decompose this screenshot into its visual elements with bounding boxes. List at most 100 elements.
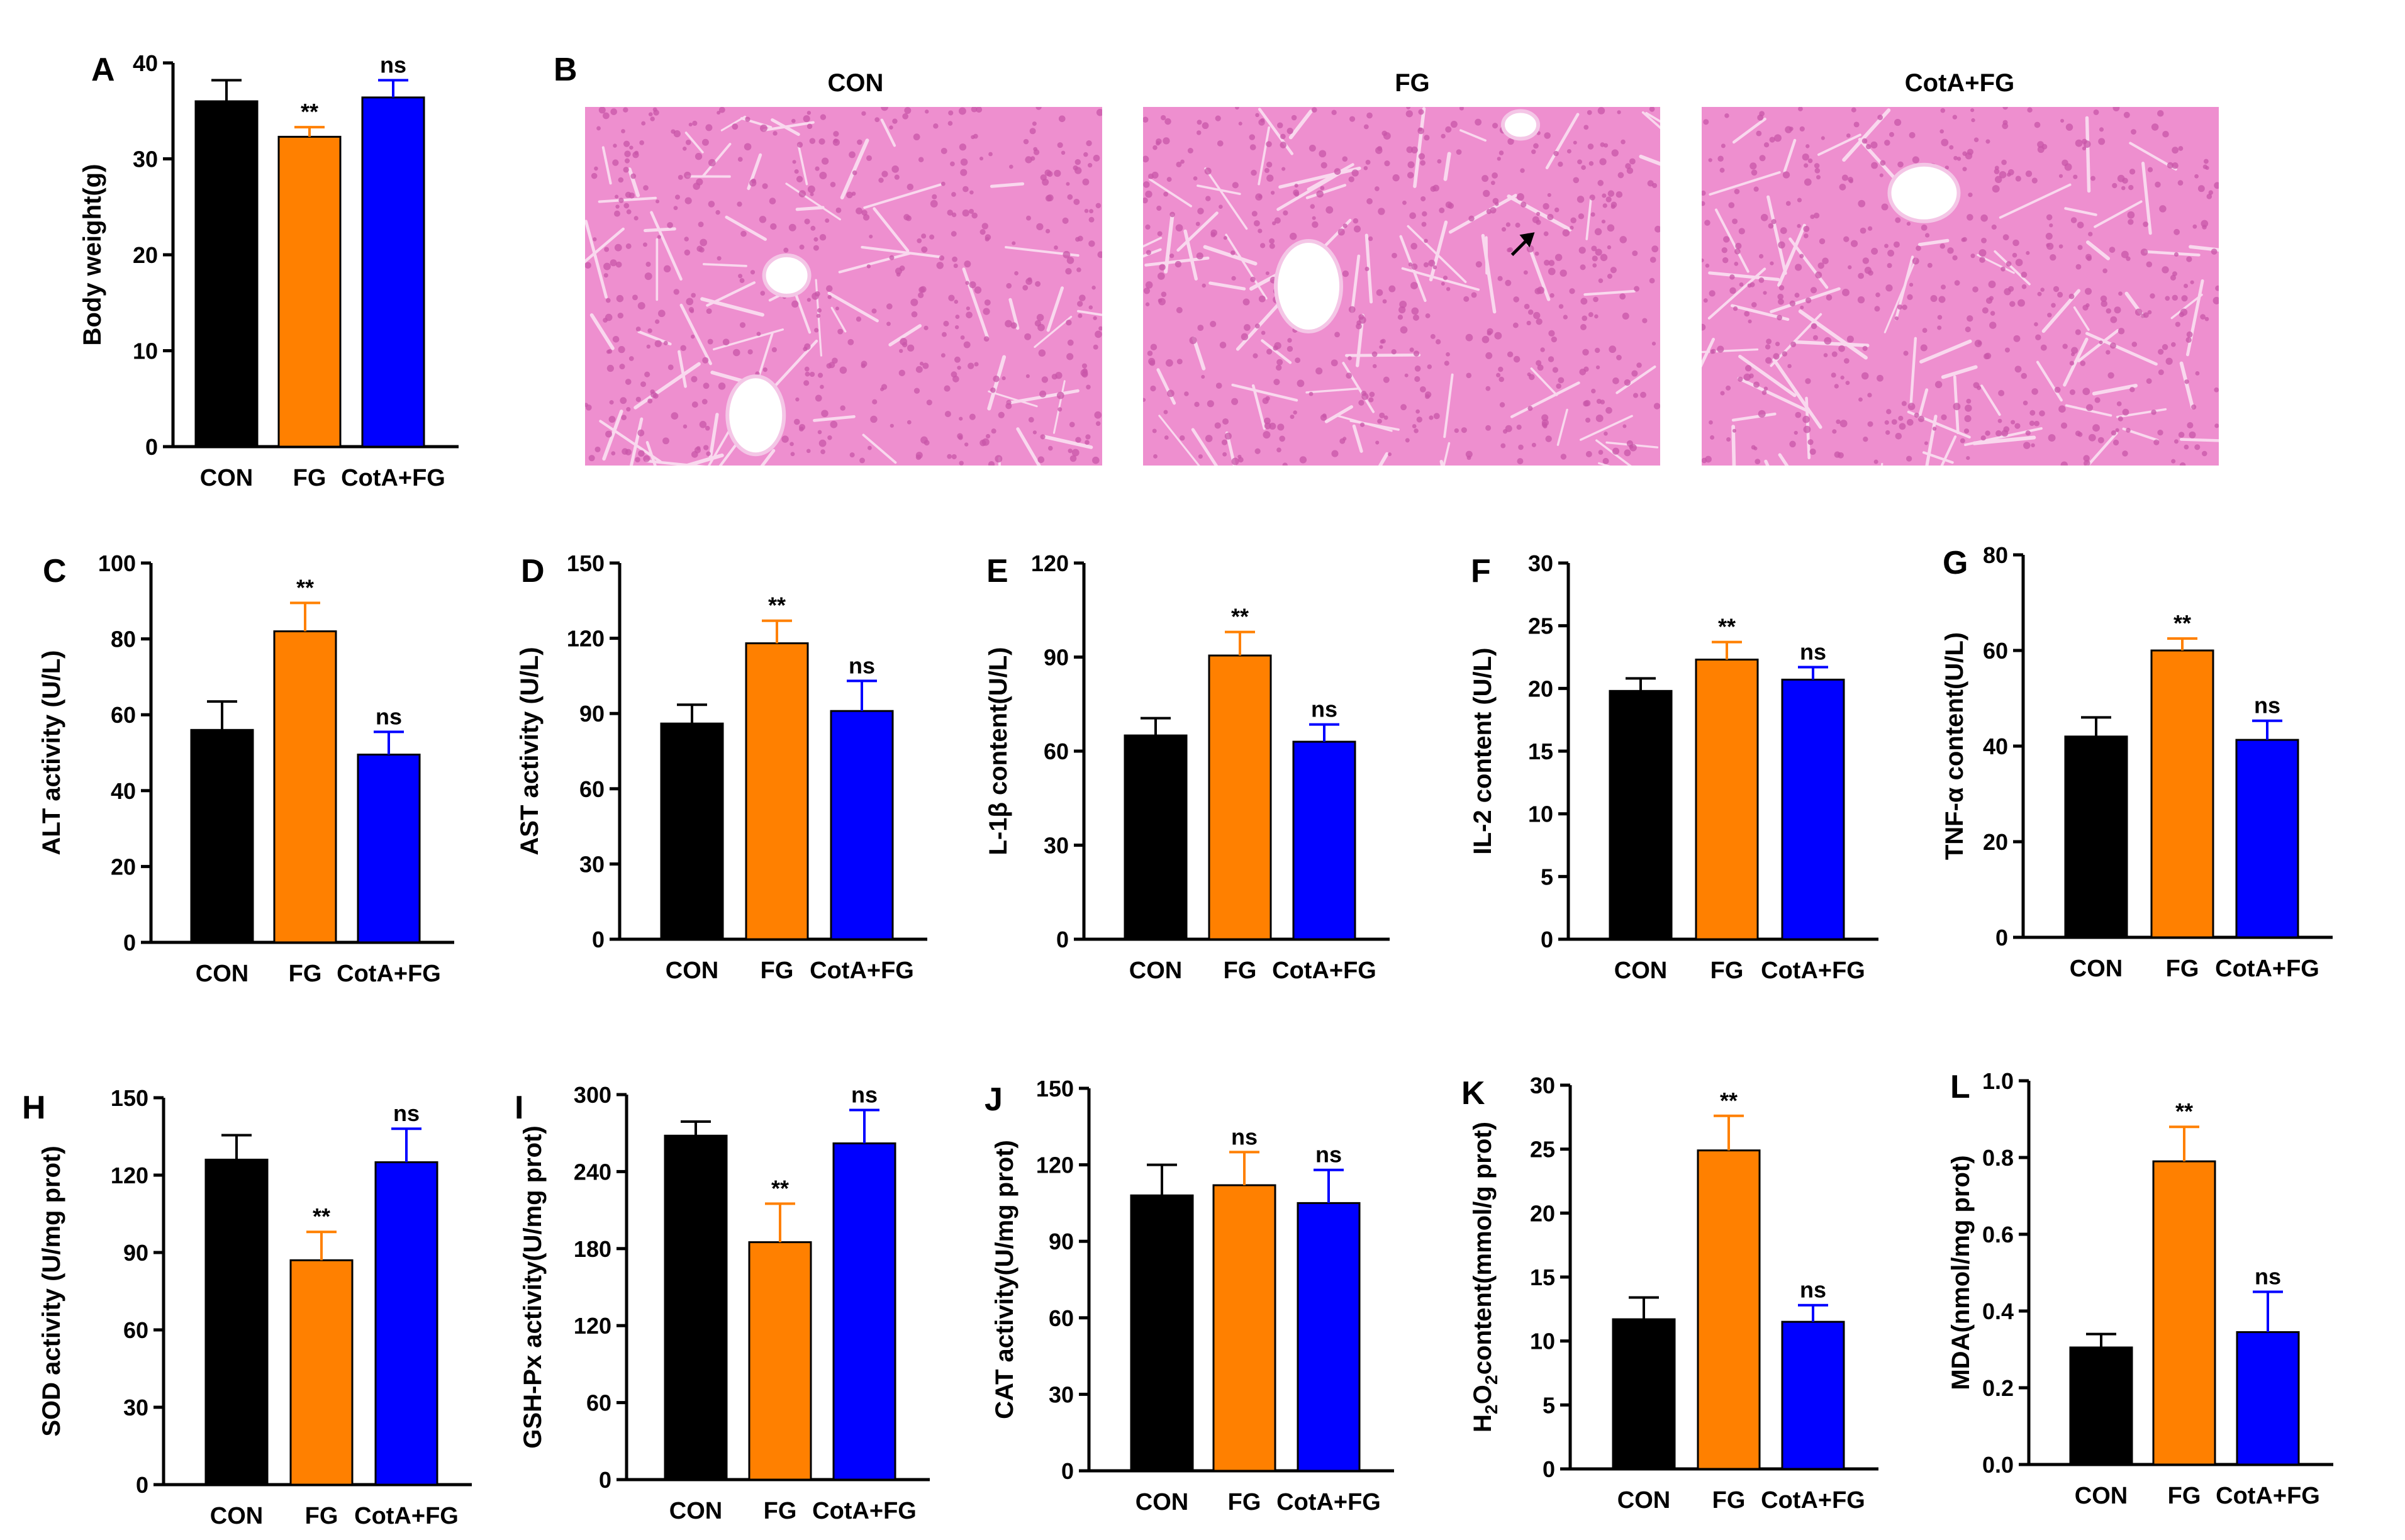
nucleus xyxy=(851,191,856,196)
nucleus xyxy=(1037,456,1045,464)
sinusoid xyxy=(2170,293,2203,320)
nucleus xyxy=(614,210,620,217)
nucleus xyxy=(2029,420,2035,427)
nucleus xyxy=(683,424,688,429)
nucleus xyxy=(1175,224,1183,232)
bar-con xyxy=(194,100,259,448)
histology-title-cota-fg: CotA+FG xyxy=(1905,69,2014,97)
sinusoid xyxy=(1770,313,1822,367)
nucleus xyxy=(1649,277,1655,284)
sinusoid xyxy=(1149,178,1193,208)
nucleus xyxy=(1319,150,1327,158)
nucleus xyxy=(1594,228,1602,236)
nucleus xyxy=(1069,421,1075,428)
nucleus xyxy=(1848,265,1852,270)
nucleus xyxy=(2082,146,2087,151)
nucleus xyxy=(796,142,803,148)
nucleus xyxy=(715,209,720,215)
nucleus xyxy=(817,308,822,313)
y-tick-label: 1.0 xyxy=(1982,1068,2014,1094)
nucleus xyxy=(1092,456,1100,464)
nucleus xyxy=(1838,345,1845,352)
nucleus xyxy=(1961,237,1966,242)
nucleus xyxy=(628,356,634,361)
sinusoid xyxy=(1909,337,1917,406)
sinusoid xyxy=(988,390,1038,408)
nucleus xyxy=(815,394,822,402)
nucleus xyxy=(2037,146,2045,153)
y-tick-label: 90 xyxy=(579,701,605,727)
nucleus xyxy=(871,308,877,314)
nucleus xyxy=(1804,163,1809,168)
sinusoid xyxy=(1639,154,1660,166)
nucleus xyxy=(1214,422,1221,429)
nucleus xyxy=(1583,125,1589,130)
nucleus xyxy=(1858,199,1866,208)
sinusoid xyxy=(2189,245,2219,252)
nucleus xyxy=(2077,432,2083,437)
nucleus xyxy=(591,172,598,179)
nucleus xyxy=(1468,215,1475,222)
nucleus xyxy=(1527,406,1533,411)
nucleus xyxy=(1450,121,1458,128)
nucleus xyxy=(1040,434,1046,440)
nucleus xyxy=(1790,341,1797,347)
nucleus xyxy=(1548,330,1555,337)
nucleus xyxy=(1871,162,1878,169)
nucleus xyxy=(1071,449,1080,457)
nucleus xyxy=(1651,245,1659,253)
sinusoid xyxy=(650,211,683,281)
y-tick-label: 0.4 xyxy=(1982,1298,2014,1324)
nucleus xyxy=(603,318,608,323)
nucleus xyxy=(1279,435,1285,442)
nucleus xyxy=(895,267,902,275)
nucleus xyxy=(617,312,624,319)
nucleus xyxy=(2008,286,2014,292)
nucleus xyxy=(2129,169,2136,175)
nucleus xyxy=(2112,439,2119,446)
nucleus xyxy=(979,229,986,235)
nucleus xyxy=(923,325,929,330)
nucleus xyxy=(1485,352,1493,359)
sinusoid xyxy=(1305,184,1347,199)
nucleus xyxy=(1751,302,1757,308)
nucleus xyxy=(1086,140,1092,147)
tissue-texture xyxy=(585,107,1102,466)
nucleus xyxy=(1265,271,1269,276)
central-vein xyxy=(1274,239,1344,333)
nucleus xyxy=(1334,332,1341,338)
nucleus xyxy=(1800,305,1804,310)
nucleus xyxy=(1600,142,1605,147)
nucleus xyxy=(696,245,703,252)
sinusoid xyxy=(880,118,896,147)
significance-label-cota-fg: ns xyxy=(380,52,406,77)
sinusoid xyxy=(1046,286,1064,332)
nucleus xyxy=(810,192,814,196)
sinusoid xyxy=(795,206,825,211)
nucleus xyxy=(1862,345,1868,351)
nucleus xyxy=(1193,176,1198,181)
y-tick-label: 240 xyxy=(574,1159,611,1185)
central-vein xyxy=(762,253,812,298)
nucleus xyxy=(2021,271,2028,278)
nucleus xyxy=(1153,454,1158,459)
nucleus xyxy=(1778,241,1785,249)
nucleus xyxy=(700,238,708,247)
nucleus xyxy=(2092,424,2100,432)
nucleus xyxy=(1089,209,1094,214)
nucleus xyxy=(1145,281,1153,289)
nucleus xyxy=(1846,133,1851,138)
nucleus xyxy=(1086,384,1091,390)
sinusoid xyxy=(1641,111,1660,130)
sinusoid xyxy=(1597,462,1610,466)
nucleus xyxy=(919,361,924,366)
sinusoid xyxy=(1158,415,1200,466)
nucleus xyxy=(1836,419,1841,425)
nucleus xyxy=(1249,144,1256,150)
nucleus xyxy=(1907,294,1913,300)
y-tick-label: 150 xyxy=(567,550,605,576)
nucleus xyxy=(1448,203,1454,209)
nucleus xyxy=(1368,236,1373,242)
nucleus xyxy=(1753,186,1759,192)
